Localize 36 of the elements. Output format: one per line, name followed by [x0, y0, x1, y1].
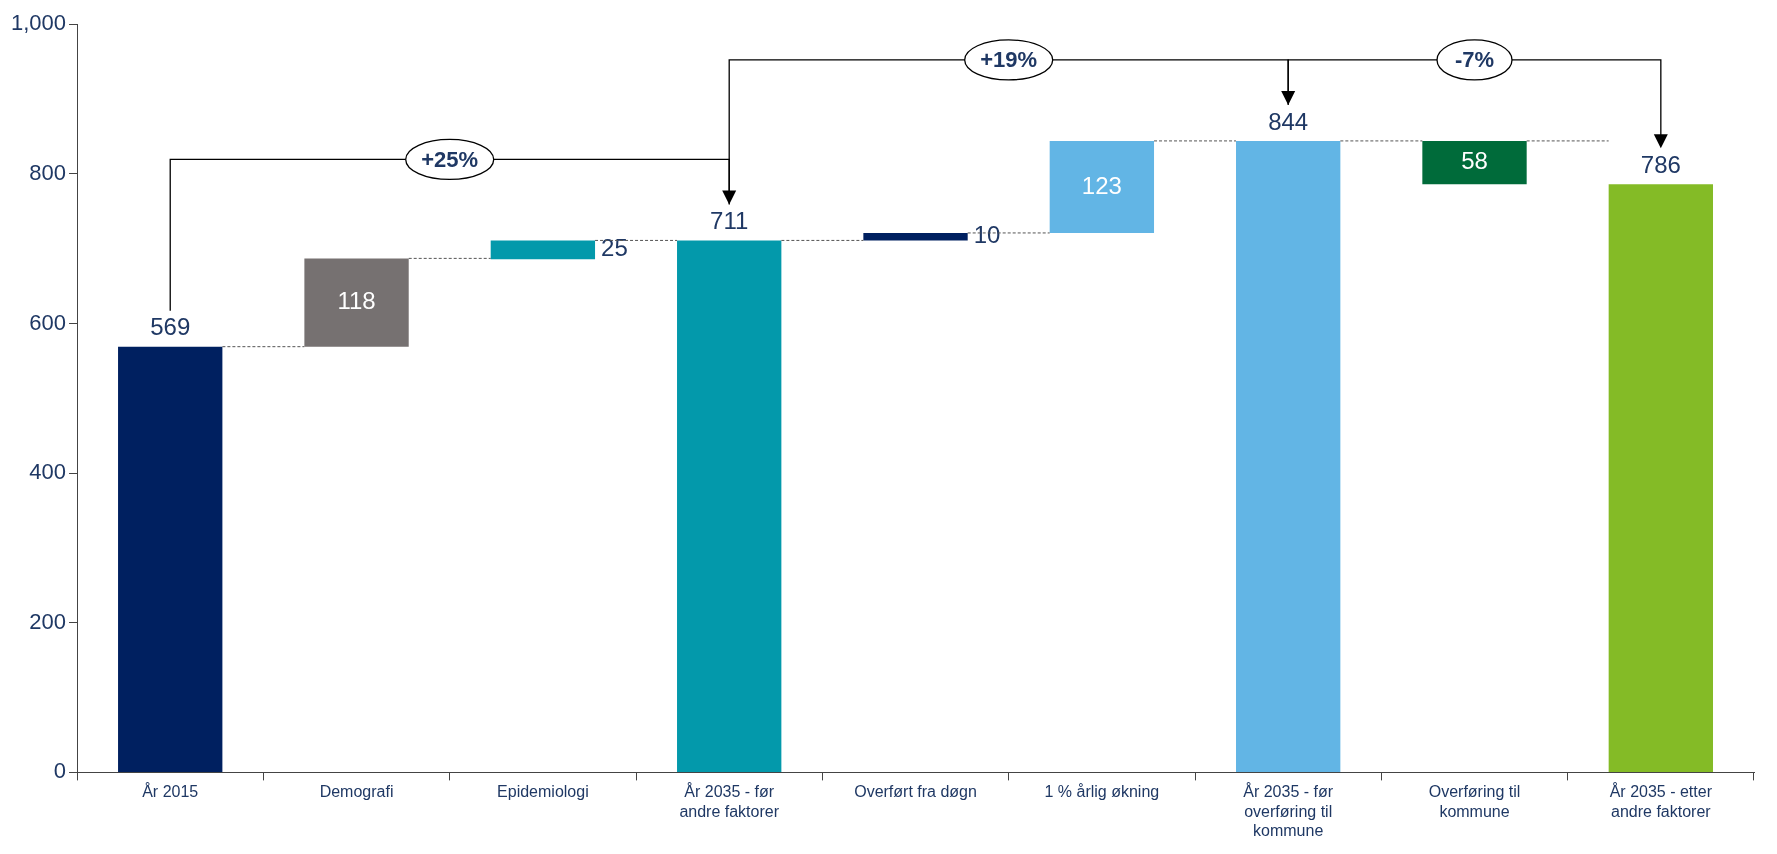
annotation: +19% [980, 47, 1038, 73]
data-label: 123 [1081, 171, 1122, 199]
x-tick-label: Overføring til kommune [1428, 783, 1521, 820]
bar [1422, 140, 1527, 185]
bar [1049, 140, 1155, 233]
x-tick-label: År 2035 - etter andre faktorer [1609, 782, 1713, 820]
bar [304, 258, 409, 347]
bar [490, 240, 596, 260]
y-tick-label: 800 [29, 159, 67, 185]
x-tick-label: Overført fra døgn [854, 783, 977, 801]
y-tick-label: 0 [53, 758, 67, 784]
data-label: 25 [601, 234, 628, 262]
annotation: -7% [1454, 47, 1495, 73]
bar [863, 232, 968, 241]
bar [1236, 140, 1341, 772]
data-label: 786 [1640, 150, 1681, 178]
data-label: 58 [1461, 147, 1488, 175]
bar [1608, 184, 1714, 772]
bar [118, 346, 223, 772]
x-tick-label: Demografi [319, 783, 394, 801]
bar [677, 240, 782, 772]
data-label: 118 [337, 287, 376, 315]
y-tick-label: 600 [29, 309, 67, 335]
x-tick-label: År 2035 - før overføring til kommune [1243, 782, 1334, 839]
data-label: 10 [973, 221, 1001, 249]
data-label: 711 [710, 207, 749, 235]
data-label: 569 [150, 313, 191, 341]
y-tick-label: 200 [29, 608, 67, 634]
x-tick-label: År 2015 [142, 782, 199, 801]
y-tick-label: 1,000 [10, 10, 67, 36]
y-tick-label: 400 [29, 459, 67, 485]
x-tick-label: 1 % årlig økning [1044, 783, 1160, 801]
data-label: 844 [1268, 107, 1309, 135]
x-tick-label: Epidemiologi [497, 783, 589, 801]
annotation: +25% [421, 146, 479, 172]
x-tick-label: År 2035 - før andre faktorer [679, 782, 780, 820]
